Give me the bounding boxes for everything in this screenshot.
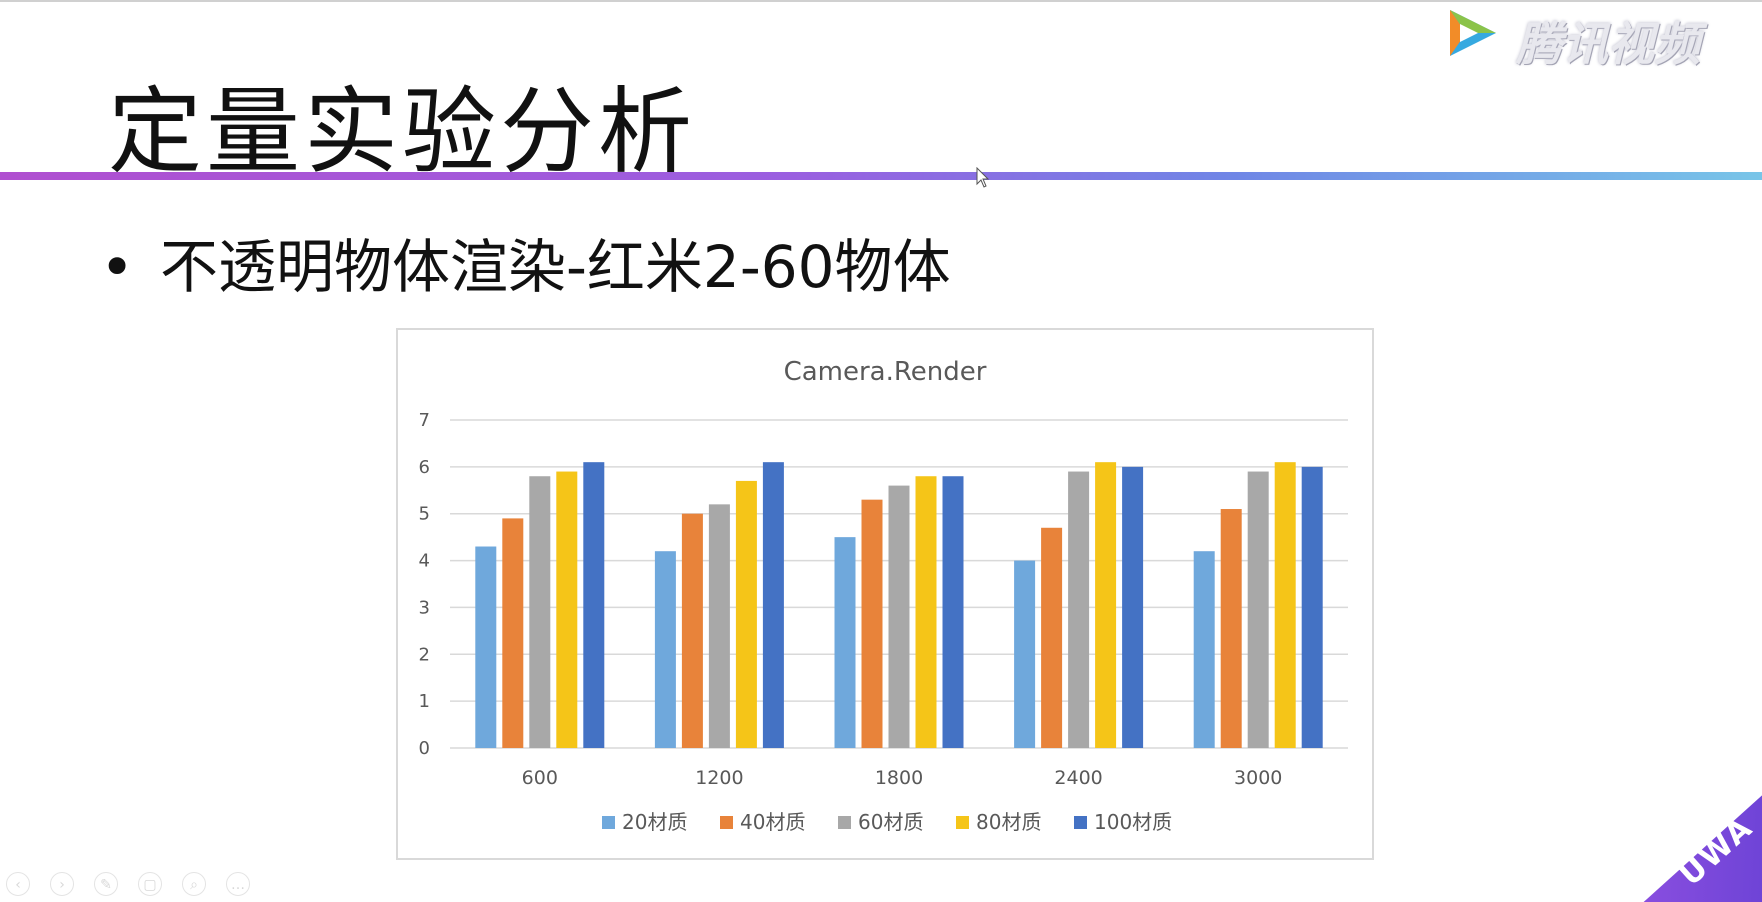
y-tick-label: 0: [419, 738, 430, 759]
bar: [1122, 466, 1144, 748]
x-tick-label: 1200: [695, 767, 743, 789]
legend-swatch: [956, 816, 969, 829]
bar: [1068, 471, 1090, 748]
x-tick-label: 3000: [1234, 767, 1282, 789]
bar: [888, 485, 910, 748]
y-tick-label: 5: [419, 504, 430, 525]
legend-label: 40材质: [740, 810, 805, 834]
play-logo-icon: [1450, 10, 1496, 56]
zoom-icon[interactable]: ⌕: [182, 872, 206, 896]
x-tick-label: 1800: [875, 767, 923, 789]
legend-swatch: [720, 816, 733, 829]
x-tick-label: 600: [522, 767, 558, 789]
bar: [915, 476, 937, 748]
prev-icon[interactable]: ‹: [6, 872, 30, 896]
pen-icon[interactable]: ✎: [94, 872, 118, 896]
x-tick-label: 2400: [1054, 767, 1102, 789]
bar: [583, 462, 605, 748]
bullet-marker: •: [100, 233, 135, 301]
slide-title: 定量实验分析: [108, 78, 697, 187]
legend-label: 100材质: [1094, 810, 1172, 834]
bar: [1274, 462, 1296, 748]
bar-chart: Camera.Render 0 1 2 3 4 5 6 7 600 1200 1800 2400 3000…: [419, 357, 1348, 834]
bar: [762, 462, 784, 748]
y-tick-label: 1: [419, 691, 430, 712]
mouse-cursor-icon: [976, 167, 990, 188]
bar: [1193, 551, 1215, 748]
corner-badge: UWA: [1612, 772, 1762, 902]
y-tick-label: 6: [419, 457, 430, 478]
legend-swatch: [1074, 816, 1087, 829]
chart-container: Camera.Render 0 1 2 3 4 5 6 7 600 1200 1800 2400 3000…: [396, 328, 1374, 860]
next-icon[interactable]: ›: [50, 872, 74, 896]
chart-title: Camera.Render: [784, 357, 987, 387]
presentation-toolbar: ‹ › ✎ ▢ ⌕ …: [6, 872, 250, 898]
bullet-item: • 不透明物体渲染-红米2-60物体: [100, 220, 951, 304]
bar: [556, 471, 578, 748]
bar: [834, 537, 856, 748]
y-tick-label: 7: [419, 410, 430, 431]
bar: [529, 476, 551, 748]
legend-label: 60材质: [858, 810, 923, 834]
bar: [861, 499, 883, 748]
top-border: [0, 0, 1762, 2]
bar: [681, 513, 703, 748]
bar: [1220, 509, 1242, 748]
bar: [1014, 560, 1036, 748]
bar: [1301, 466, 1323, 748]
title-divider: [0, 172, 1762, 180]
watermark-text: 腾讯视频: [1516, 17, 1700, 71]
y-tick-label: 2: [419, 644, 430, 665]
bullet-text: 不透明物体渲染-红米2-60物体: [160, 233, 951, 301]
bar: [475, 546, 497, 748]
y-tick-label: 4: [419, 551, 430, 572]
bar: [1041, 527, 1063, 748]
y-tick-label: 3: [419, 597, 430, 618]
bar: [942, 476, 964, 748]
bar: [708, 504, 730, 748]
slides-icon[interactable]: ▢: [138, 872, 162, 896]
bar: [1095, 462, 1117, 748]
legend-swatch: [602, 816, 615, 829]
more-icon[interactable]: …: [226, 872, 250, 896]
watermark: 腾讯视频: [1440, 4, 1740, 71]
bar: [502, 518, 524, 748]
legend-label: 80材质: [976, 810, 1041, 834]
bar: [735, 480, 757, 748]
bar: [654, 551, 676, 748]
bar: [1247, 471, 1269, 748]
legend-swatch: [838, 816, 851, 829]
legend-label: 20材质: [622, 810, 687, 834]
